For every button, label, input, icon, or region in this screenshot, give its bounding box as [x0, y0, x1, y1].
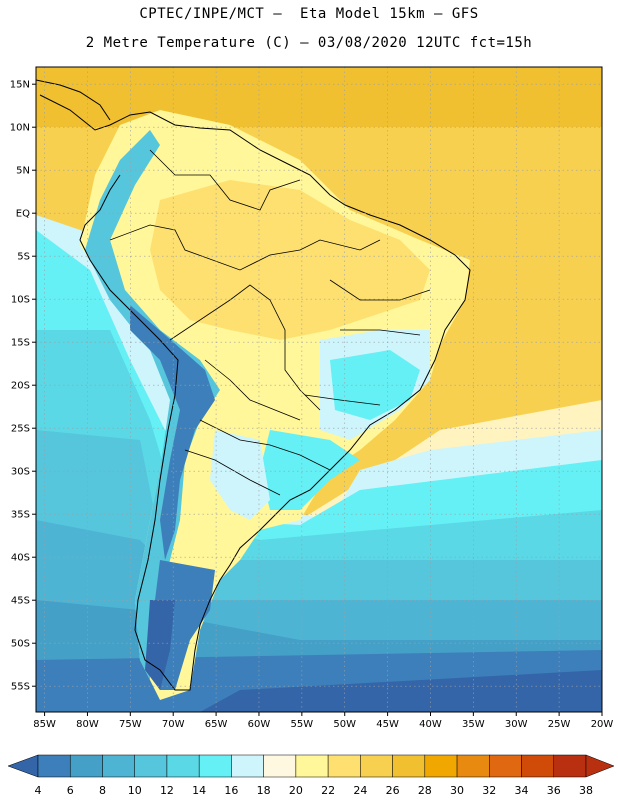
lon-tick-label: 75W	[119, 719, 142, 730]
coastline	[36, 79, 471, 691]
lat-tick-label: 40S	[11, 553, 30, 564]
longitude-axis: 85W 80W 75W 70W 65W 60W 55W 50W 45W 40W 35W 30W 25W 2…	[33, 712, 613, 730]
colorbar-swatch	[456, 754, 490, 778]
colorbar-label: 22	[321, 784, 335, 797]
colorbar-swatch	[69, 754, 103, 778]
lat-tick-label: 15N	[10, 80, 30, 91]
latitude-axis: 15N 10N 5N EQ 5S 10S 15S 20S 25S 30S 35S 40S 45S 50S 5…	[10, 80, 36, 693]
colorbar-swatch	[295, 754, 329, 778]
colorbar-swatch	[489, 754, 522, 778]
country-borders	[109, 149, 431, 496]
colorbar-swatch	[424, 754, 458, 778]
colorbar-label: 6	[67, 784, 74, 797]
colorbar-label: 32	[482, 784, 496, 797]
colorbar-swatch	[198, 754, 232, 778]
colorbar-label: 14	[192, 784, 206, 797]
colorbar-label: 28	[418, 784, 432, 797]
lat-tick-label: EQ	[16, 209, 30, 220]
lat-tick-label: 15S	[11, 338, 30, 349]
colorbar-swatch	[134, 754, 168, 778]
lon-tick-label: 50W	[333, 719, 356, 730]
lat-tick-label: 30S	[11, 467, 30, 478]
colorbar-swatch	[521, 754, 555, 778]
colorbar-label: 4	[35, 784, 42, 797]
map-title-line2: 2 Metre Temperature (C) – 03/08/2020 12U…	[85, 35, 533, 51]
lat-tick-label: 55S	[11, 682, 30, 693]
lat-tick-label: 45S	[11, 596, 30, 607]
colorbar-swatch	[102, 754, 135, 778]
colorbar-label: 36	[547, 784, 561, 797]
colorbar-left-arrow	[7, 754, 39, 778]
colorbar-label: 34	[515, 784, 529, 797]
lon-tick-label: 70W	[162, 719, 185, 730]
colorbar: 4 6 8 10 12 14 16 18 20 22 24 26 28 30 32 34 36 38	[7, 754, 615, 797]
lat-tick-label: 50S	[11, 639, 30, 650]
colorbar-swatch	[263, 754, 297, 778]
colorbar-label: 24	[353, 784, 367, 797]
map-field	[36, 67, 602, 712]
colorbar-label: 30	[450, 784, 464, 797]
lat-tick-label: 20S	[11, 381, 30, 392]
lat-tick-label: 5N	[16, 166, 30, 177]
lat-tick-label: 10N	[10, 123, 30, 134]
lon-tick-label: 80W	[76, 719, 99, 730]
colorbar-swatch	[392, 754, 426, 778]
lat-tick-label: 5S	[17, 252, 30, 263]
colorbar-label: 38	[579, 784, 593, 797]
map-frame	[35, 66, 603, 713]
colorbar-label: 10	[128, 784, 142, 797]
lon-tick-label: 55W	[291, 719, 314, 730]
colorbar-label: 8	[99, 784, 106, 797]
colorbar-swatch	[166, 754, 200, 778]
colorbar-swatch	[37, 754, 71, 778]
lon-tick-label: 60W	[248, 719, 271, 730]
colorbar-right-arrow	[585, 754, 615, 778]
colorbar-swatch	[553, 754, 587, 778]
lat-tick-label: 35S	[11, 510, 30, 521]
lon-tick-label: 30W	[505, 719, 528, 730]
lon-tick-label: 20W	[591, 719, 614, 730]
lon-tick-label: 25W	[548, 719, 571, 730]
lon-tick-label: 85W	[33, 719, 56, 730]
lat-tick-label: 25S	[11, 424, 30, 435]
lon-tick-label: 40W	[419, 719, 442, 730]
colorbar-label: 20	[289, 784, 303, 797]
colorbar-label: 18	[257, 784, 271, 797]
lon-tick-label: 65W	[205, 719, 228, 730]
colorbar-label: 16	[224, 784, 238, 797]
colorbar-label: 12	[160, 784, 174, 797]
colorbar-swatch	[327, 754, 361, 778]
colorbar-swatch	[360, 754, 393, 778]
lon-tick-label: 35W	[462, 719, 485, 730]
map-title-line1: CPTEC/INPE/MCT – Eta Model 15km – GFS	[139, 6, 479, 22]
colorbar-label: 26	[386, 784, 400, 797]
lat-tick-label: 10S	[11, 295, 30, 306]
lon-tick-label: 45W	[376, 719, 399, 730]
colorbar-swatch	[231, 754, 264, 778]
